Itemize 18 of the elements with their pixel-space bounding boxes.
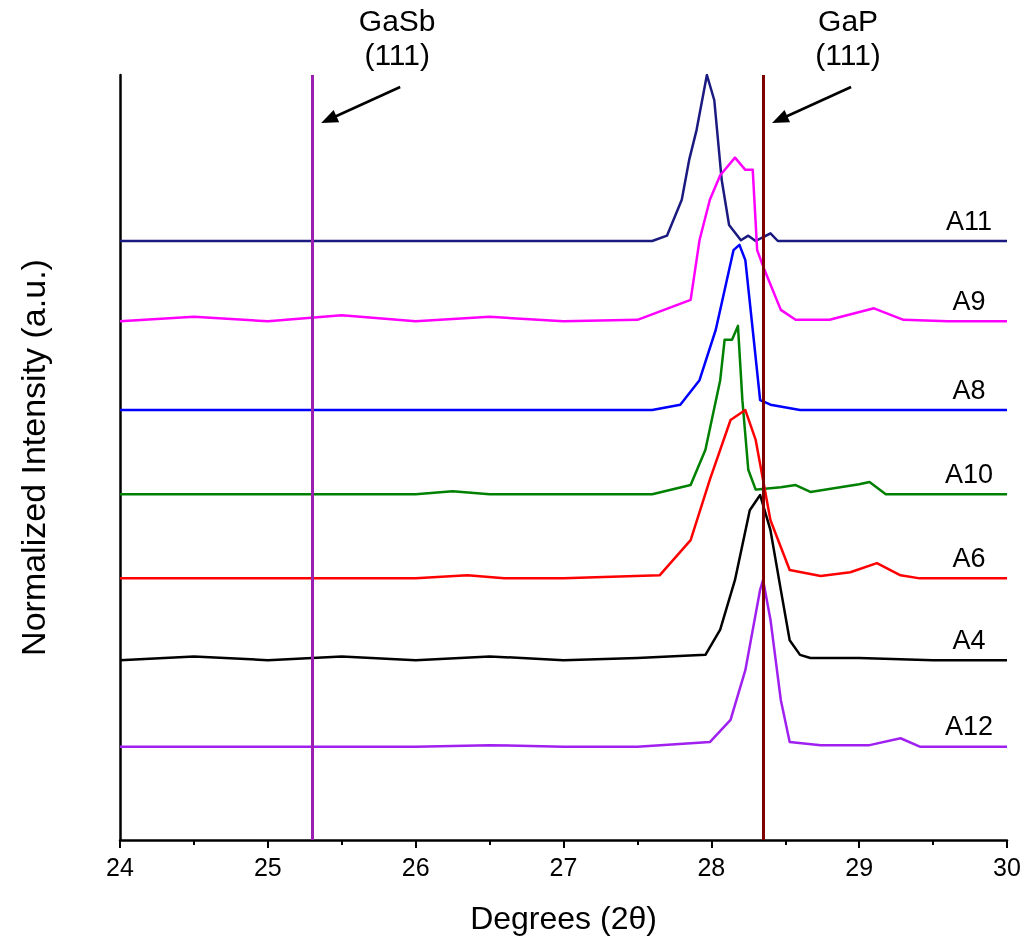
- series-label: A11: [945, 205, 993, 236]
- series-label: A12: [944, 711, 994, 742]
- y-axis-title: Normalized Intensity (a.u.): [14, 259, 52, 656]
- series-label: A4: [952, 624, 986, 655]
- x-tick-label: 28: [697, 852, 726, 881]
- series-label: A8: [952, 374, 986, 405]
- x-tick-label: 24: [106, 852, 134, 881]
- ref-line-label: GaSb (111): [358, 3, 436, 71]
- ref-line-label: GaP (111): [815, 3, 881, 71]
- series-label: A9: [952, 285, 986, 316]
- x-axis-title: Degrees (2θ): [470, 900, 657, 936]
- series-label: A10: [944, 458, 994, 489]
- x-tick-label: 29: [845, 852, 874, 881]
- x-tick-label: 25: [253, 852, 282, 881]
- x-tick-label: 27: [549, 852, 578, 881]
- series-label: A6: [952, 542, 986, 573]
- x-tick-label: 30: [993, 852, 1021, 881]
- x-tick-label: 26: [401, 852, 430, 881]
